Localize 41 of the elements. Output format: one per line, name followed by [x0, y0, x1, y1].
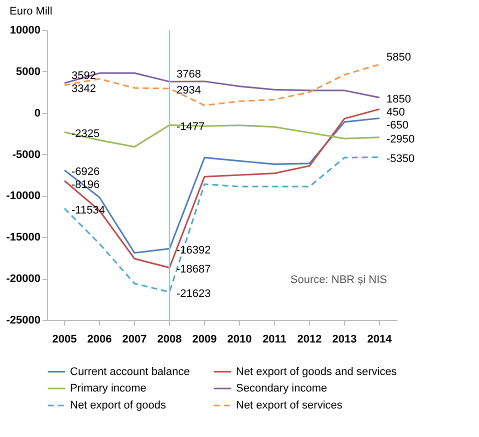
x-tick-label: 2008	[157, 334, 182, 346]
data-label: -18687	[176, 264, 211, 276]
y-tick-label: -20000	[6, 273, 40, 286]
x-tick-label: 2011	[262, 334, 286, 346]
legend-label: Net export of goods	[70, 400, 167, 412]
data-label: -2950	[386, 133, 415, 146]
y-tick-label: -5000	[12, 148, 40, 161]
y-tick-label: 5000	[16, 66, 40, 78]
x-tick-label: 2009	[192, 334, 217, 346]
x-tick-label: 2010	[227, 334, 252, 346]
data-label: -16392	[176, 244, 211, 257]
data-label: -21623	[176, 288, 211, 300]
legend-label: Current account balance	[70, 366, 190, 378]
line-series	[64, 124, 380, 148]
x-tick-label: 2012	[297, 334, 322, 346]
data-label: 3768	[176, 68, 201, 81]
y-tick-label: 10000	[10, 24, 40, 36]
y-tick-label: 0	[34, 107, 40, 120]
data-label: -650	[386, 120, 409, 132]
data-label: 450	[386, 106, 405, 119]
data-label: -6926	[72, 166, 100, 178]
line-series	[64, 64, 380, 106]
y-tick-label: -25000	[6, 314, 40, 326]
annotation: Source: NBR și NIS	[290, 274, 387, 286]
x-tick-label: 2006	[87, 334, 112, 346]
x-tick-label: 2005	[52, 334, 77, 346]
legend-label: Net export of services	[236, 400, 343, 412]
x-tick-label: 2013	[332, 334, 357, 346]
x-tick-label: 2007	[122, 334, 147, 346]
x-tick-label: 2014	[367, 334, 393, 346]
legend-label: Primary income	[70, 382, 146, 394]
y-tick-label: -10000	[6, 190, 40, 202]
y-axis-title: Euro Mill	[10, 6, 52, 18]
legend-label: Net export of goods and services	[236, 366, 398, 378]
data-label: 2934	[176, 84, 201, 97]
legend-label: Secondary income	[236, 382, 328, 394]
data-label: 3342	[72, 83, 96, 96]
y-tick-label: -15000	[6, 232, 40, 244]
data-label: 1850	[386, 94, 411, 106]
data-label: -5350	[386, 153, 415, 166]
data-label: 5850	[386, 51, 411, 64]
